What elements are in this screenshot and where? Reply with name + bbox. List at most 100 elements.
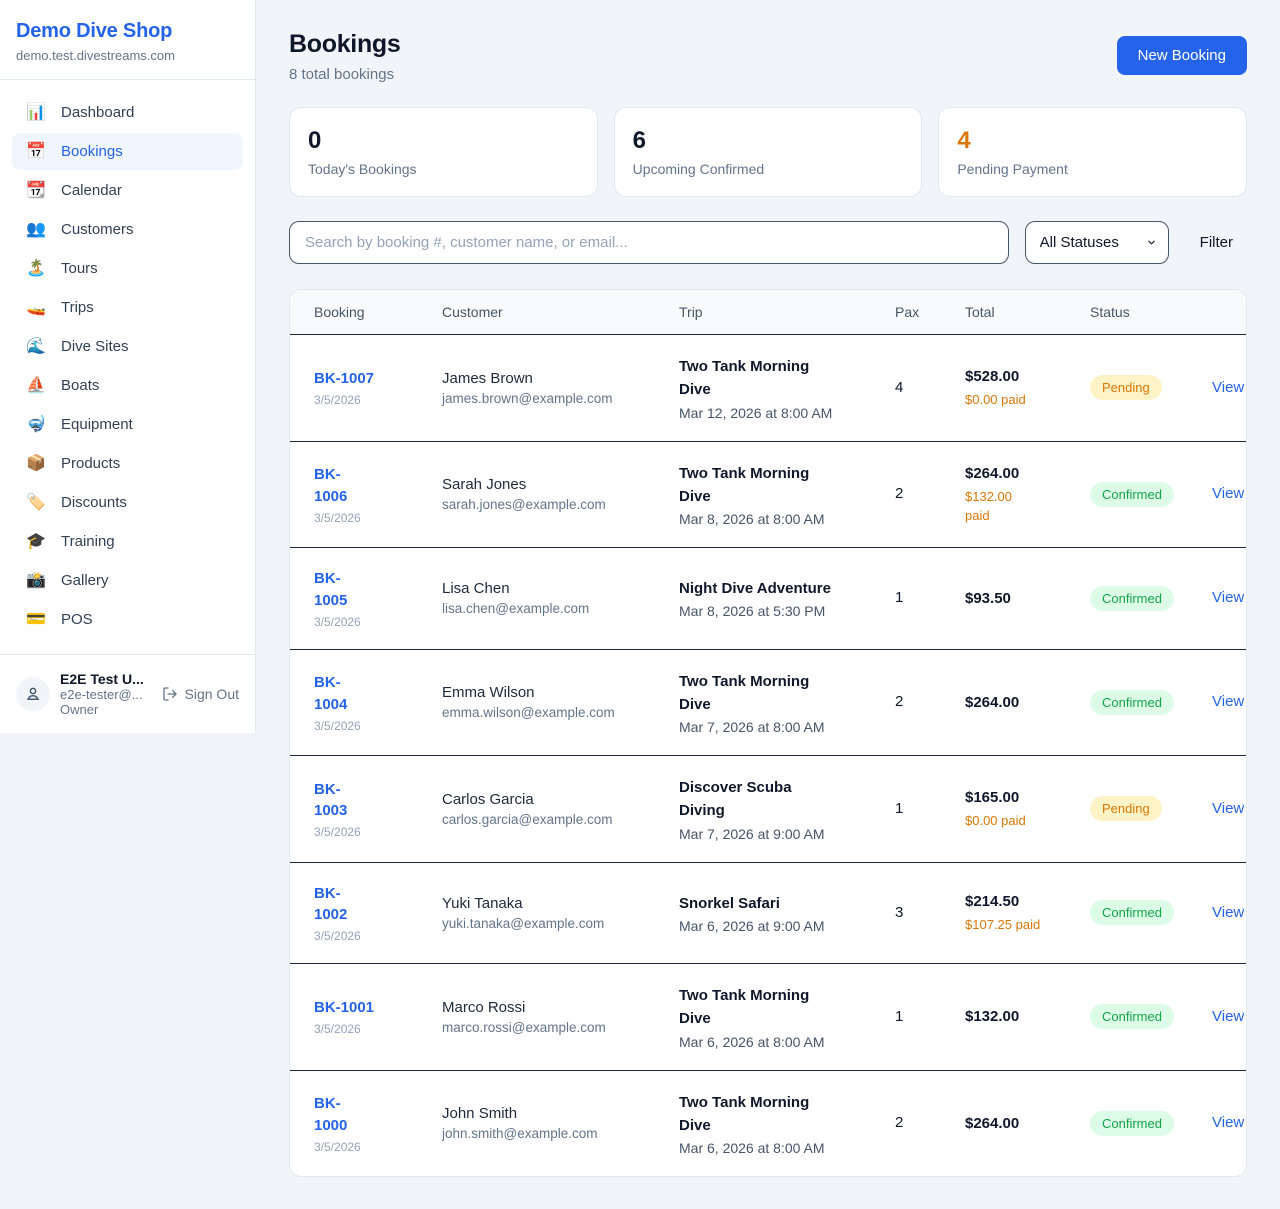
column-header-status: Status (1074, 290, 1196, 335)
new-booking-button[interactable]: New Booking (1116, 36, 1247, 75)
customer-email: emma.wilson@example.com (442, 705, 615, 721)
brand-title: Demo Dive Shop (16, 20, 173, 42)
status-badge: Confirmed (1090, 1110, 1174, 1136)
user-info: E2E Test U... e2e-tester@... Owner (60, 671, 152, 717)
sidebar-item-training[interactable]: 🎓 Training (12, 523, 243, 560)
stat-card-upcoming-confirmed: 6 Upcoming Confirmed (613, 107, 923, 197)
search-input[interactable] (289, 221, 1009, 264)
column-header-customer: Customer (426, 290, 663, 335)
sidebar-item-products[interactable]: 📦 Products (12, 445, 243, 482)
view-link[interactable]: View (1212, 799, 1245, 817)
booking-id-link[interactable]: BK-1007 (314, 370, 375, 388)
sidebar-item-label: Trips (61, 299, 94, 316)
sidebar-item-calendar[interactable]: 📆 Calendar (12, 172, 243, 209)
stat-value: 4 (957, 127, 971, 154)
wave-icon: 🌊 (26, 337, 46, 355)
booking-id-link[interactable]: BK- 1000 (314, 1095, 348, 1134)
sign-out-label: Sign Out (184, 686, 239, 702)
view-link[interactable]: View (1212, 693, 1245, 711)
sidebar-item-discounts[interactable]: 🏷️ Discounts (12, 484, 243, 521)
sidebar-item-label: Tours (61, 260, 98, 277)
tag-icon: 🏷️ (26, 493, 46, 511)
table-row: BK-1001 3/5/2026 Marco Rossi marco.rossi@e… (290, 963, 1246, 1071)
trip-datetime: Mar 7, 2026 at 8:00 AM (679, 719, 825, 735)
trip-name: Discover Scuba Diving (679, 779, 792, 820)
sidebar-item-label: Customers (61, 221, 134, 238)
booking-id-link[interactable]: BK- 1002 (314, 884, 348, 924)
column-header-booking: Booking (290, 290, 426, 335)
sidebar-item-gallery[interactable]: 📸 Gallery (12, 562, 243, 599)
customer-name: Carlos Garcia (442, 790, 534, 808)
filter-row: All Statuses Filter (289, 221, 1247, 264)
sidebar-item-equipment[interactable]: 🤿 Equipment (12, 406, 243, 443)
pax-count: 2 (895, 1114, 904, 1132)
trip-name: Snorkel Safari (679, 894, 780, 912)
customer-name: Marco Rossi (442, 998, 526, 1016)
sidebar-item-boats[interactable]: ⛵ Boats (12, 367, 243, 404)
sidebar-item-tours[interactable]: 🏝️ Tours (12, 250, 243, 287)
stat-value: 6 (632, 127, 647, 154)
sidebar-item-label: Gallery (61, 572, 109, 589)
trip-datetime: Mar 12, 2026 at 8:00 AM (679, 404, 833, 421)
customer-email: lisa.chen@example.com (442, 601, 590, 617)
speedboat-icon: 🚤 (26, 298, 46, 316)
stat-card-pending-payment: 4 Pending Payment (938, 107, 1248, 197)
customer-email: james.brown@example.com (442, 390, 613, 406)
sidebar-item-customers[interactable]: 👥 Customers (12, 211, 243, 248)
stat-label: Upcoming Confirmed (632, 161, 765, 177)
status-badge: Confirmed (1090, 585, 1174, 611)
view-link[interactable]: View (1212, 378, 1245, 396)
sign-out-button[interactable]: Sign Out (162, 686, 239, 702)
sidebar-item-dashboard[interactable]: 📊 Dashboard (12, 94, 243, 131)
total-amount: $528.00 (965, 368, 1020, 385)
sidebar-item-trips[interactable]: 🚤 Trips (12, 289, 243, 326)
pax-count: 1 (895, 799, 904, 817)
status-filter-select[interactable]: All Statuses (1024, 221, 1169, 264)
customer-name: Sarah Jones (442, 476, 527, 494)
sidebar-item-label: Dashboard (61, 104, 135, 121)
pax-count: 2 (895, 693, 904, 711)
bookings-table-card: Booking Customer Trip Pax Total Status B… (289, 289, 1247, 1177)
pax-count: 3 (895, 903, 904, 921)
customer-email: yuki.tanaka@example.com (442, 915, 605, 931)
sidebar-item-pos[interactable]: 💳 POS (12, 601, 243, 638)
total-amount: $264.00 (965, 693, 1020, 711)
user-role: Owner (60, 702, 99, 717)
booking-id-link[interactable]: BK- 1006 (314, 466, 348, 505)
view-link[interactable]: View (1212, 903, 1245, 921)
users-icon: 👥 (26, 220, 46, 238)
brand-domain: demo.test.divestreams.com (16, 48, 175, 63)
paid-amount: $107.25 paid (965, 917, 1041, 932)
main-content: Bookings 8 total bookings New Booking 0 … (256, 0, 1280, 1209)
stat-value: 0 (308, 127, 322, 154)
total-amount: $264.00 (965, 464, 1020, 482)
sidebar-item-label: POS (61, 611, 93, 628)
status-badge: Pending (1090, 796, 1162, 822)
view-link[interactable]: View (1212, 485, 1245, 503)
customer-email: sarah.jones@example.com (442, 497, 606, 513)
column-header-actions (1196, 290, 1246, 335)
table-row: BK- 1004 3/5/2026 Emma Wilson emma.wilson@… (290, 649, 1246, 756)
status-badge: Confirmed (1090, 481, 1174, 507)
pax-count: 1 (895, 1007, 904, 1025)
filter-button[interactable]: Filter (1199, 234, 1233, 251)
calendar-icon: 📅 (26, 142, 46, 160)
booking-id-link[interactable]: BK-1001 (314, 999, 375, 1017)
booking-id-link[interactable]: BK- 1005 (314, 570, 348, 609)
sidebar-item-label: Dive Sites (61, 338, 129, 355)
sidebar-item-bookings[interactable]: 📅 Bookings (12, 133, 243, 170)
booking-id-link[interactable]: BK- 1003 (314, 780, 348, 820)
view-link[interactable]: View (1212, 1007, 1245, 1025)
view-link[interactable]: View (1212, 1114, 1245, 1132)
booking-id-link[interactable]: BK- 1004 (314, 674, 348, 713)
column-header-total: Total (949, 290, 1074, 335)
sidebar-item-dive-sites[interactable]: 🌊 Dive Sites (12, 328, 243, 365)
column-header-pax: Pax (879, 290, 949, 335)
customer-email: john.smith@example.com (442, 1126, 598, 1142)
trip-name: Two Tank Morning Dive (679, 672, 810, 713)
total-amount: $264.00 (965, 1114, 1020, 1132)
trip-datetime: Mar 6, 2026 at 9:00 AM (679, 917, 825, 934)
table-row: BK-1007 3/5/2026 James Brown james.brown@e… (290, 334, 1246, 442)
view-link[interactable]: View (1212, 589, 1245, 607)
booking-date: 3/5/2026 (314, 929, 361, 943)
